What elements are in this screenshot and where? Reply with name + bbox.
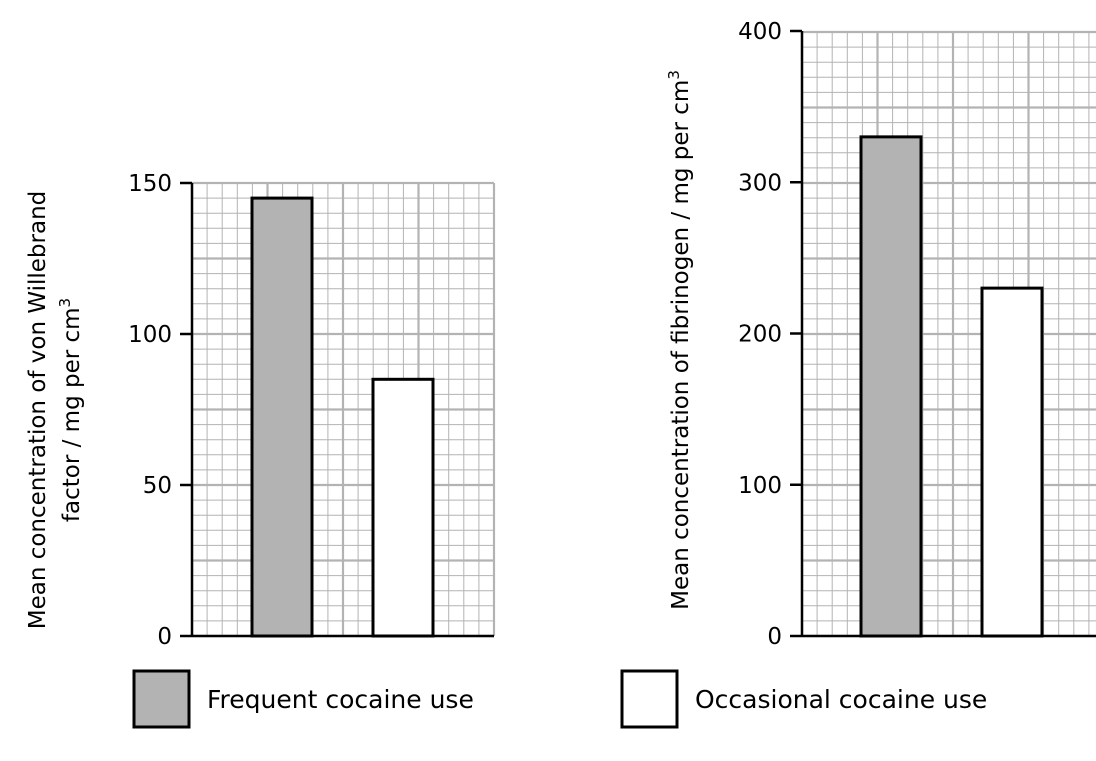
legend-label-frequent: Frequent cocaine use — [207, 685, 474, 714]
vwf-chart-ylabel-line2: factor / mg per cm3 — [56, 298, 85, 522]
vwf-bar-frequent — [250, 196, 314, 638]
vwf-chart-bars — [250, 196, 435, 638]
fibrinogen-y-tick-label: 100 — [738, 473, 782, 499]
vwf-y-tick-label: 0 — [157, 624, 172, 650]
vwf-ylabel-line2: factor / mg per cm — [59, 307, 85, 522]
vwf-ylabel-superscript: 3 — [56, 298, 74, 308]
vwf-y-tick-label: 150 — [128, 171, 172, 197]
vwf-ylabel-line1: Mean concentration of von Willebrand — [25, 191, 51, 630]
vwf-bar-occasional — [371, 377, 435, 638]
fibrinogen-chart-bars — [859, 135, 1044, 638]
fibrinogen-ylabel-line1: Mean concentration of fibrinogen / mg pe… — [668, 80, 694, 610]
vwf-chart-tick-labels: 0 50 100 150 — [128, 171, 172, 650]
legend: Frequent cocaine use Occasional cocaine … — [132, 669, 987, 729]
fibrinogen-y-tick-label: 300 — [738, 170, 782, 196]
fibrinogen-chart: 0 100 200 300 400 Mean concentration of fibr… — [665, 19, 1096, 650]
vwf-chart-axis — [180, 181, 494, 638]
fibrinogen-y-tick-label: 200 — [738, 322, 782, 348]
vwf-chart-ylabel: Mean concentration of von Willebrand — [25, 191, 51, 630]
vwf-y-tick-label: 100 — [128, 322, 172, 348]
legend-label-occasional: Occasional cocaine use — [695, 685, 987, 714]
fibrinogen-y-tick-label: 400 — [738, 19, 782, 45]
legend-swatch-frequent — [132, 669, 191, 729]
vwf-chart: 0 50 100 150 Mean concentration of von Will… — [25, 171, 496, 650]
fibrinogen-chart-grid — [800, 30, 1096, 638]
fibrinogen-bar-frequent — [859, 135, 923, 638]
legend-item-occasional: Occasional cocaine use — [620, 669, 987, 729]
vwf-chart-grid — [190, 181, 496, 638]
fibrinogen-ylabel-superscript: 3 — [665, 70, 683, 80]
fibrinogen-chart-axis — [790, 29, 1096, 638]
fibrinogen-chart-ylabel: Mean concentration of fibrinogen / mg pe… — [665, 70, 694, 610]
legend-item-frequent: Frequent cocaine use — [132, 669, 474, 729]
legend-swatch-occasional — [620, 669, 679, 729]
vwf-y-tick-label: 50 — [143, 473, 172, 499]
fibrinogen-y-tick-label: 0 — [767, 624, 782, 650]
fibrinogen-bar-occasional — [980, 286, 1044, 638]
fibrinogen-chart-tick-labels: 0 100 200 300 400 — [738, 19, 782, 650]
